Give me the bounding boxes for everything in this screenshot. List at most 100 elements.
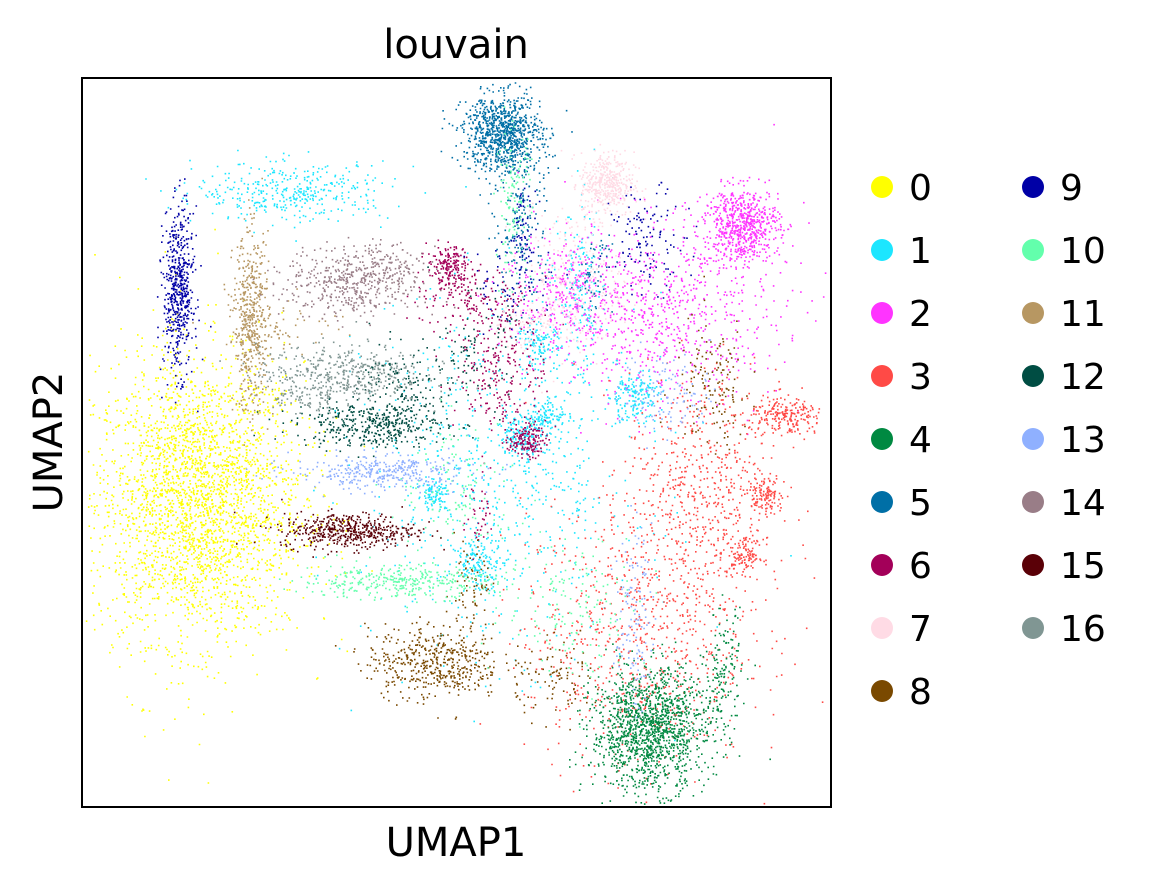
cluster-15-points xyxy=(233,498,445,558)
cluster-14-region-1 xyxy=(331,244,442,293)
legend-label-2: 2 xyxy=(909,294,932,335)
legend-item-7: 7 xyxy=(871,609,932,650)
legend-item-3: 3 xyxy=(871,357,932,398)
cluster-5-points xyxy=(440,82,618,358)
cluster-12-region-0 xyxy=(253,396,496,458)
cluster-1-region-7 xyxy=(145,149,467,242)
legend-marker-4 xyxy=(871,428,893,450)
y-axis-label: UMAP2 xyxy=(26,372,72,513)
cluster-15-region-0 xyxy=(233,498,445,558)
cluster-13-points xyxy=(245,339,716,719)
legend-item-9: 9 xyxy=(1022,168,1083,209)
legend-label-12: 12 xyxy=(1060,357,1106,398)
points-layer xyxy=(85,82,827,805)
legend-marker-11 xyxy=(1022,302,1044,324)
cluster-2-region-2 xyxy=(491,222,633,349)
legend-item-5: 5 xyxy=(871,483,932,524)
cluster-11-region-0 xyxy=(223,177,285,446)
legend-item-6: 6 xyxy=(871,546,932,587)
legend-label-10: 10 xyxy=(1060,231,1106,272)
legend-item-14: 14 xyxy=(1022,483,1106,524)
cluster-3-region-1 xyxy=(471,400,824,805)
legend-marker-7 xyxy=(871,617,893,639)
legend-marker-6 xyxy=(871,554,893,576)
legend-marker-8 xyxy=(871,680,893,702)
cluster-3-points xyxy=(471,339,824,805)
legend-item-15: 15 xyxy=(1022,546,1106,587)
legend-label-15: 15 xyxy=(1060,546,1106,587)
cluster-8-region-2 xyxy=(515,629,599,731)
cluster-14-points xyxy=(252,236,456,328)
legend-marker-15 xyxy=(1022,554,1044,576)
x-axis-label: UMAP1 xyxy=(386,820,527,866)
cluster-7-points xyxy=(495,143,647,394)
legend-item-12: 12 xyxy=(1022,357,1106,398)
legend-item-11: 11 xyxy=(1022,294,1106,335)
legend-marker-12 xyxy=(1022,365,1044,387)
legend-marker-3 xyxy=(871,365,893,387)
cluster-13-region-2 xyxy=(614,339,716,449)
plot-frame xyxy=(81,77,832,808)
cluster-0-region-2 xyxy=(214,362,292,422)
legend-label-3: 3 xyxy=(909,357,932,398)
cluster-8-region-3 xyxy=(659,275,756,455)
cluster-12-points xyxy=(253,266,518,458)
cluster-4-region-2 xyxy=(699,594,756,758)
cluster-6-points xyxy=(406,239,564,561)
cluster-1-region-5 xyxy=(516,317,563,380)
cluster-6-region-1 xyxy=(504,416,550,461)
cluster-14-region-0 xyxy=(252,236,456,328)
cluster-16-points xyxy=(219,321,479,420)
legend-marker-2 xyxy=(871,302,893,324)
cluster-0-points xyxy=(85,228,373,784)
legend-item-1: 1 xyxy=(871,231,932,272)
legend-label-6: 6 xyxy=(909,546,932,587)
cluster-11-points xyxy=(192,177,351,446)
legend-marker-1 xyxy=(871,239,893,261)
legend-label-14: 14 xyxy=(1060,483,1106,524)
cluster-7-region-2 xyxy=(496,292,579,371)
cluster-3-region-0 xyxy=(573,339,816,663)
cluster-1-region-1 xyxy=(448,536,510,592)
cluster-10-points xyxy=(278,106,658,728)
chart-title: louvain xyxy=(383,22,529,68)
cluster-9-region-0 xyxy=(156,178,212,413)
legend-label-5: 5 xyxy=(909,483,932,524)
legend-item-10: 10 xyxy=(1022,231,1106,272)
legend-label-13: 13 xyxy=(1060,420,1106,461)
legend-label-4: 4 xyxy=(909,420,932,461)
cluster-0-region-0 xyxy=(85,252,373,781)
cluster-3-region-3 xyxy=(739,469,792,514)
legend-marker-13 xyxy=(1022,428,1044,450)
legend-label-16: 16 xyxy=(1060,609,1106,650)
legend-item-16: 16 xyxy=(1022,609,1106,650)
cluster-7-region-0 xyxy=(560,143,647,227)
cluster-10-region-1 xyxy=(493,106,534,325)
cluster-9-region-3 xyxy=(513,187,541,293)
cluster-11-region-1 xyxy=(192,288,351,356)
legend-marker-0 xyxy=(871,176,893,198)
cluster-1-region-3 xyxy=(519,395,575,451)
cluster-16-region-1 xyxy=(254,385,349,415)
legend-marker-16 xyxy=(1022,617,1044,639)
legend-item-4: 4 xyxy=(871,420,932,461)
legend-marker-10 xyxy=(1022,239,1044,261)
cluster-5-region-0 xyxy=(440,83,573,190)
cluster-5-region-2 xyxy=(571,177,618,322)
legend-label-1: 1 xyxy=(909,231,932,272)
legend-item-0: 0 xyxy=(871,168,932,209)
cluster-6-region-0 xyxy=(417,239,482,300)
legend-label-11: 11 xyxy=(1060,294,1106,335)
cluster-4-points xyxy=(569,594,771,805)
legend-item-8: 8 xyxy=(871,672,932,713)
cluster-9-points xyxy=(156,178,698,413)
legend-label-8: 8 xyxy=(909,672,932,713)
cluster-3-region-2 xyxy=(732,380,821,449)
cluster-12-region-2 xyxy=(427,266,518,421)
legend-marker-5 xyxy=(871,491,893,513)
legend-marker-14 xyxy=(1022,491,1044,513)
legend-item-2: 2 xyxy=(871,294,932,335)
cluster-1-region-6 xyxy=(412,476,455,518)
